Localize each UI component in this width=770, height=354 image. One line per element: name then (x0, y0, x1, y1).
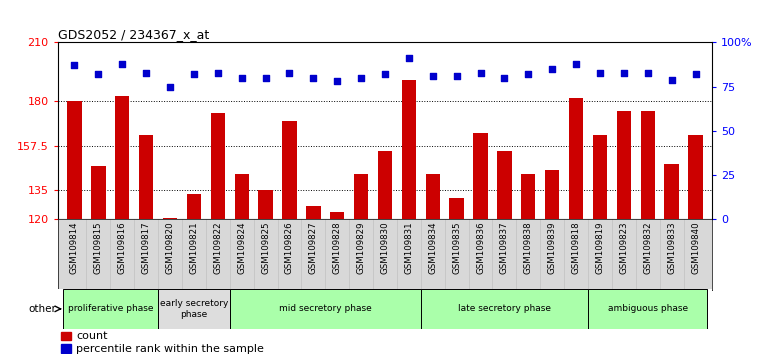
Bar (259, 190, 273, 219)
Point (164, 84, 176, 90)
Bar (688, 135, 703, 219)
Point (403, 56, 415, 61)
Bar (62, 289, 158, 329)
Point (498, 75, 511, 81)
Bar (378, 151, 392, 219)
Text: GSM109815: GSM109815 (94, 222, 103, 274)
Bar (545, 170, 559, 219)
Text: GSM109821: GSM109821 (189, 222, 199, 274)
Bar (61, 344, 71, 353)
Point (474, 70, 487, 75)
Text: GSM109818: GSM109818 (571, 222, 581, 274)
Point (236, 75, 248, 81)
Point (570, 61, 582, 67)
Text: ambiguous phase: ambiguous phase (608, 304, 688, 313)
Bar (330, 212, 344, 219)
Point (188, 72, 200, 77)
Point (427, 73, 439, 79)
Text: GSM109824: GSM109824 (237, 222, 246, 274)
Text: late secretory phase: late secretory phase (458, 304, 551, 313)
Point (116, 61, 129, 67)
Text: GSM109829: GSM109829 (357, 222, 366, 274)
Text: mid secretory phase: mid secretory phase (279, 304, 372, 313)
Point (212, 70, 224, 75)
Bar (306, 206, 320, 219)
Text: GDS2052 / 234367_x_at: GDS2052 / 234367_x_at (58, 28, 209, 41)
Text: GSM109831: GSM109831 (404, 222, 413, 274)
Text: GSM109826: GSM109826 (285, 222, 294, 274)
Point (689, 72, 701, 77)
Text: GSM109816: GSM109816 (118, 222, 127, 274)
Point (546, 66, 558, 72)
Bar (162, 217, 177, 219)
Point (92, 72, 105, 77)
Text: GSM109840: GSM109840 (691, 222, 700, 274)
Text: GSM109822: GSM109822 (213, 222, 223, 274)
Bar (139, 135, 153, 219)
Point (259, 75, 272, 81)
Text: GSM109835: GSM109835 (452, 222, 461, 274)
Text: proliferative phase: proliferative phase (68, 304, 153, 313)
Point (665, 77, 678, 82)
Point (355, 75, 367, 81)
Text: GSM109833: GSM109833 (667, 222, 676, 274)
Point (140, 70, 152, 75)
Point (307, 75, 320, 81)
Bar (665, 164, 679, 219)
Bar (354, 174, 368, 219)
Point (331, 79, 343, 84)
Text: GSM109830: GSM109830 (380, 222, 390, 274)
Bar (211, 113, 225, 219)
Point (618, 70, 630, 75)
Bar (521, 174, 535, 219)
Point (450, 73, 463, 79)
Bar (588, 289, 708, 329)
Point (641, 70, 654, 75)
Text: other: other (28, 304, 56, 314)
Bar (593, 135, 608, 219)
Point (379, 72, 391, 77)
Text: GSM109817: GSM109817 (142, 222, 151, 274)
Text: GSM109836: GSM109836 (476, 222, 485, 274)
Bar (91, 166, 105, 219)
Text: GSM109834: GSM109834 (428, 222, 437, 274)
Bar (497, 151, 511, 219)
Bar (569, 98, 583, 219)
Bar (402, 80, 416, 219)
Bar (450, 198, 464, 219)
Text: GSM109827: GSM109827 (309, 222, 318, 274)
Text: GSM109819: GSM109819 (595, 222, 604, 274)
Bar (283, 121, 296, 219)
Bar (426, 174, 440, 219)
Text: count: count (76, 331, 108, 341)
Bar (421, 289, 588, 329)
Bar (235, 174, 249, 219)
Text: GSM109839: GSM109839 (547, 222, 557, 274)
Text: GSM109820: GSM109820 (166, 222, 175, 274)
Point (594, 70, 606, 75)
Text: GSM109814: GSM109814 (70, 222, 79, 274)
Bar (187, 194, 201, 219)
Bar (617, 111, 631, 219)
Bar (641, 111, 655, 219)
Point (522, 72, 534, 77)
Bar (158, 289, 229, 329)
Bar (474, 133, 487, 219)
Text: early secretory
phase: early secretory phase (159, 299, 228, 319)
Text: GSM109825: GSM109825 (261, 222, 270, 274)
Text: GSM109823: GSM109823 (619, 222, 628, 274)
Text: percentile rank within the sample: percentile rank within the sample (76, 343, 264, 354)
Bar (115, 96, 129, 219)
Point (69, 63, 81, 68)
Text: GSM109828: GSM109828 (333, 222, 342, 274)
Bar (229, 289, 421, 329)
Text: GSM109832: GSM109832 (643, 222, 652, 274)
Bar (67, 102, 82, 219)
Point (283, 70, 296, 75)
Text: GSM109838: GSM109838 (524, 222, 533, 274)
Text: GSM109837: GSM109837 (500, 222, 509, 274)
Bar (61, 332, 71, 341)
